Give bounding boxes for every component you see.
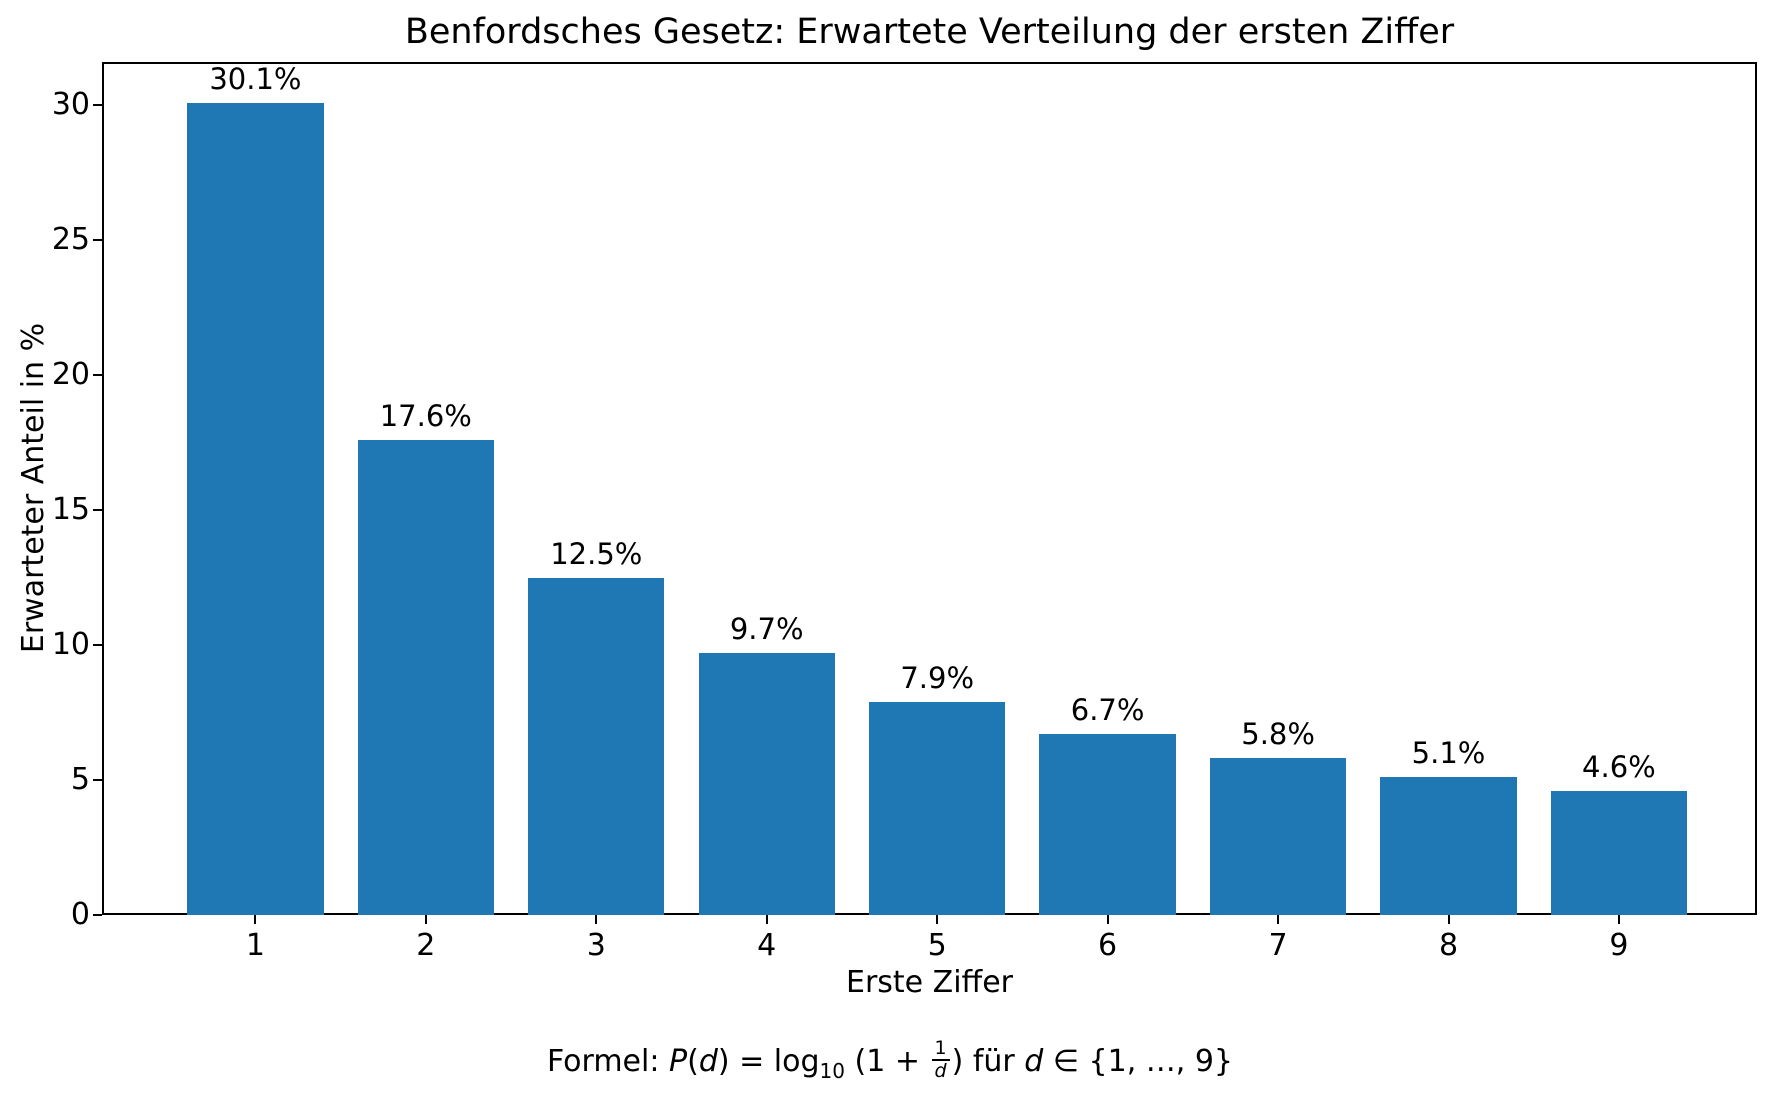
- bar-value-label: 6.7%: [1070, 693, 1145, 728]
- bar-value-label: 7.9%: [900, 660, 975, 695]
- bar-digit-1: [187, 102, 324, 915]
- x-tick-mark: [1106, 915, 1109, 924]
- x-tick-mark: [1447, 915, 1450, 924]
- y-tick-mark: [93, 374, 102, 377]
- bar-value-label: 9.7%: [729, 612, 804, 647]
- x-tick-mark: [765, 915, 768, 924]
- x-tick-mark: [1277, 915, 1280, 924]
- x-tick-mark: [424, 915, 427, 924]
- y-tick-mark: [93, 104, 102, 107]
- formula-text-part: ) für: [951, 1044, 1025, 1079]
- bar-value-label: 5.8%: [1241, 717, 1315, 752]
- bar-digit-7: [1209, 758, 1347, 915]
- x-tick-label: 8: [1438, 928, 1459, 963]
- x-tick-mark: [1617, 915, 1620, 924]
- formula-caption: Formel: P(d) = log10 (1 + 1 d) für d ∈ {1…: [0, 1037, 1780, 1093]
- x-axis-label: Erste Ziffer: [845, 965, 1014, 1000]
- y-tick-mark: [93, 509, 102, 512]
- y-tick-label: 10: [51, 627, 90, 663]
- y-tick-mark: [93, 644, 102, 647]
- formula-text-part: ∈ {1, …, 9}: [1043, 1044, 1234, 1079]
- bar-value-label: 17.6%: [379, 398, 472, 433]
- bar-digit-3: [528, 577, 665, 915]
- x-tick-label: 3: [586, 928, 606, 963]
- x-tick-label: 5: [927, 928, 947, 963]
- x-tick-label: 1: [245, 928, 265, 963]
- top-spine: [102, 62, 1757, 64]
- left-spine: [102, 62, 104, 915]
- formula-text-part: (: [687, 1044, 699, 1079]
- bar-digit-6: [1039, 734, 1176, 915]
- chart-title: Benfordsches Gesetz: Erwartete Verteilun…: [404, 12, 1455, 52]
- x-tick-label: 7: [1268, 928, 1288, 963]
- bar-digit-4: [698, 653, 835, 915]
- y-tick-label: 0: [70, 897, 90, 932]
- bar-digit-5: [869, 701, 1006, 915]
- bar-digit-9: [1550, 790, 1688, 915]
- x-tick-label: 4: [757, 928, 777, 963]
- y-tick-label: 5: [70, 762, 90, 797]
- x-tick-label: 6: [1098, 928, 1118, 963]
- bar-value-label: 30.1%: [209, 61, 302, 96]
- formula-text-part: (1 +: [844, 1044, 930, 1079]
- y-tick-label: 30: [51, 87, 90, 123]
- bar-value-label: 5.1%: [1411, 736, 1486, 771]
- bar-value-label: 12.5%: [550, 536, 643, 571]
- bar-digit-2: [357, 439, 495, 915]
- formula-text-part: 10: [819, 1059, 845, 1083]
- bar-digit-8: [1380, 777, 1517, 915]
- bar-value-label: 4.6%: [1582, 749, 1656, 784]
- y-tick-label: 20: [51, 357, 90, 393]
- y-tick-label: 15: [51, 492, 90, 528]
- formula-text-part: ) = log: [717, 1044, 820, 1079]
- formula-text-part: P: [669, 1044, 688, 1079]
- x-tick-label: 2: [416, 928, 436, 963]
- y-tick-label: 25: [51, 222, 90, 258]
- formula-text-part: Formel:: [546, 1044, 669, 1079]
- plot-area: 30.1% 1 17.6% 2 12.5% 3 9.7% 4 7.9% 5 6.7% 6 5.8% 7 5.…: [52, 61, 1757, 963]
- x-tick-mark: [595, 915, 598, 924]
- formula-text-part: d: [1024, 1044, 1044, 1079]
- y-tick-mark: [93, 914, 102, 916]
- y-tick-mark: [93, 779, 102, 781]
- right-spine: [1755, 62, 1757, 915]
- y-tick-mark: [93, 239, 102, 242]
- x-tick-label: 9: [1609, 928, 1629, 963]
- x-tick-mark: [936, 915, 939, 924]
- x-tick-mark: [254, 915, 257, 924]
- formula-text-part: d: [698, 1044, 718, 1079]
